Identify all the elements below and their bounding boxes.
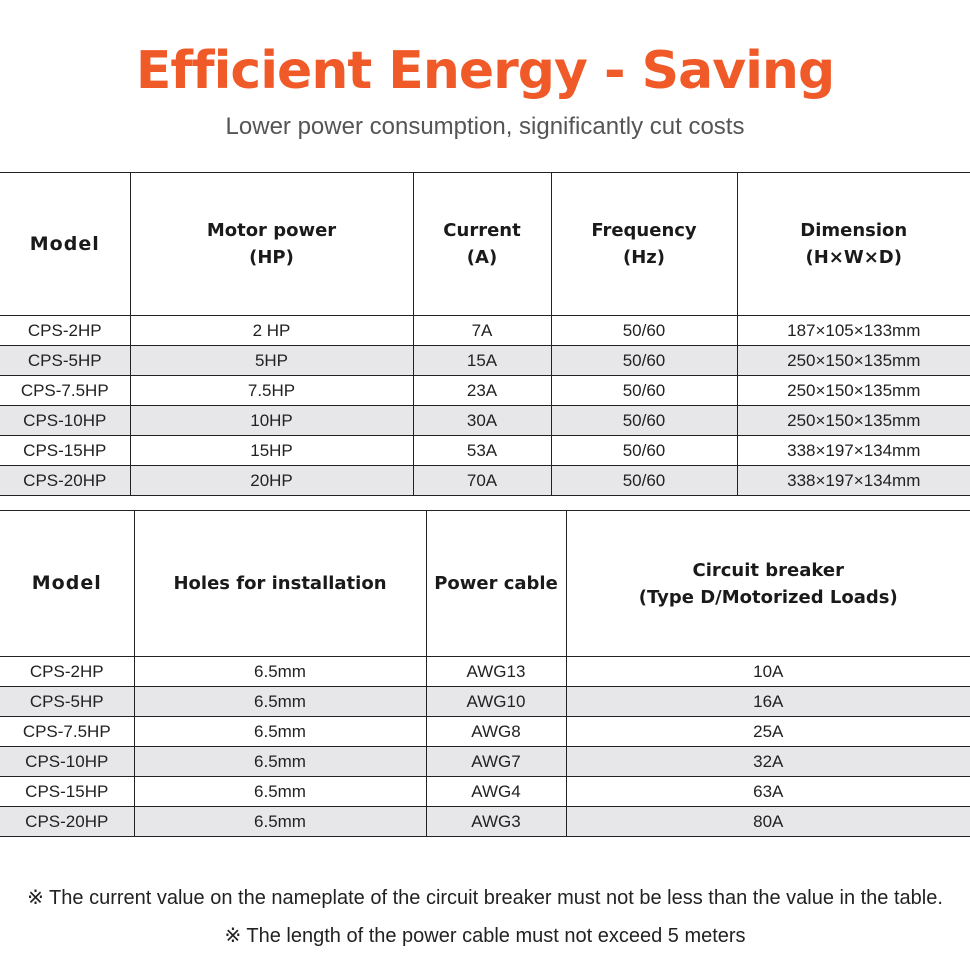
cell-holes: 6.5mm — [133, 776, 427, 807]
cell-holes: 6.5mm — [133, 716, 427, 747]
cell-power-cable: AWG3 — [425, 806, 567, 837]
cell-motor-power: 15HP — [129, 435, 414, 466]
cell-model: CPS-15HP — [0, 435, 131, 466]
table-row: CPS-5HP 5HP 15A 50/60 250×150×135mm — [0, 345, 970, 376]
cell-model: CPS-20HP — [0, 806, 135, 837]
table-row: CPS-5HP 6.5mm AWG10 16A — [0, 686, 970, 717]
cell-motor-power: 2 HP — [129, 315, 414, 346]
header-frequency: Frequency (Hz) — [550, 172, 738, 316]
header-current: Current (A) — [412, 172, 552, 316]
page-subtitle: Lower power consumption, significantly c… — [225, 113, 745, 140]
cell-circuit-breaker: 63A — [565, 776, 970, 807]
table-row: CPS-2HP 2 HP 7A 50/60 187×105×133mm — [0, 315, 970, 346]
footnote-circuit-breaker: ※ The current value on the nameplate of … — [27, 887, 943, 909]
cell-dimension: 338×197×134mm — [736, 435, 970, 466]
cell-model: CPS-2HP — [0, 315, 131, 346]
table-row: CPS-2HP 6.5mm AWG13 10A — [0, 656, 970, 687]
cell-model: CPS-2HP — [0, 656, 135, 687]
cell-model: CPS-15HP — [0, 776, 135, 807]
cell-frequency: 50/60 — [550, 465, 738, 496]
header-holes-for-installation: Holes for installation — [133, 510, 427, 657]
cell-dimension: 250×150×135mm — [736, 375, 970, 406]
header-model: Model — [0, 172, 131, 316]
cell-power-cable: AWG13 — [425, 656, 567, 687]
cell-model: CPS-5HP — [0, 345, 131, 376]
cell-circuit-breaker: 32A — [565, 746, 970, 777]
table-row: CPS-15HP 6.5mm AWG4 63A — [0, 776, 970, 807]
table-header-row: Model Motor power (HP) Current (A) Frequen… — [0, 172, 970, 316]
table-row: CPS-20HP 20HP 70A 50/60 338×197×134mm — [0, 465, 970, 496]
header-circuit-breaker: Circuit breaker (Type D/Motorized Loads) — [565, 510, 970, 657]
cell-motor-power: 7.5HP — [129, 375, 414, 406]
cell-holes: 6.5mm — [133, 746, 427, 777]
cell-current: 23A — [412, 375, 552, 406]
cell-circuit-breaker: 25A — [565, 716, 970, 747]
cell-dimension: 338×197×134mm — [736, 465, 970, 496]
cell-circuit-breaker: 10A — [565, 656, 970, 687]
cell-power-cable: AWG8 — [425, 716, 567, 747]
table-row: CPS-20HP 6.5mm AWG3 80A — [0, 806, 970, 837]
cell-motor-power: 10HP — [129, 405, 414, 436]
cell-current: 7A — [412, 315, 552, 346]
cell-power-cable: AWG4 — [425, 776, 567, 807]
cell-dimension: 187×105×133mm — [736, 315, 970, 346]
table-row: CPS-15HP 15HP 53A 50/60 338×197×134mm — [0, 435, 970, 466]
cell-model: CPS-10HP — [0, 746, 135, 777]
cell-motor-power: 5HP — [129, 345, 414, 376]
table-row: CPS-10HP 10HP 30A 50/60 250×150×135mm — [0, 405, 970, 436]
page-title: Efficient Energy - Saving — [135, 41, 835, 101]
cell-circuit-breaker: 16A — [565, 686, 970, 717]
cell-current: 15A — [412, 345, 552, 376]
header-power-cable: Power cable — [425, 510, 567, 657]
cell-model: CPS-7.5HP — [0, 716, 135, 747]
table-header-row: Model Holes for installation Power cable… — [0, 510, 970, 657]
cell-model: CPS-7.5HP — [0, 375, 131, 406]
cell-holes: 6.5mm — [133, 656, 427, 687]
cell-power-cable: AWG10 — [425, 686, 567, 717]
header-model: Model — [0, 510, 135, 657]
cell-model: CPS-5HP — [0, 686, 135, 717]
cell-holes: 6.5mm — [133, 686, 427, 717]
footnote-power-cable: ※ The length of the power cable must not… — [224, 925, 746, 947]
table-row: CPS-7.5HP 6.5mm AWG8 25A — [0, 716, 970, 747]
cell-holes: 6.5mm — [133, 806, 427, 837]
cell-motor-power: 20HP — [129, 465, 414, 496]
installation-specs-table: Model Holes for installation Power cable… — [0, 510, 970, 837]
header-motor-power: Motor power (HP) — [129, 172, 414, 316]
electrical-specs-table: Model Motor power (HP) Current (A) Frequen… — [0, 172, 970, 496]
cell-current: 70A — [412, 465, 552, 496]
cell-power-cable: AWG7 — [425, 746, 567, 777]
cell-current: 30A — [412, 405, 552, 436]
cell-model: CPS-10HP — [0, 405, 131, 436]
cell-circuit-breaker: 80A — [565, 806, 970, 837]
cell-frequency: 50/60 — [550, 405, 738, 436]
cell-current: 53A — [412, 435, 552, 466]
cell-dimension: 250×150×135mm — [736, 345, 970, 376]
cell-frequency: 50/60 — [550, 375, 738, 406]
table-row: CPS-10HP 6.5mm AWG7 32A — [0, 746, 970, 777]
cell-model: CPS-20HP — [0, 465, 131, 496]
cell-frequency: 50/60 — [550, 345, 738, 376]
cell-frequency: 50/60 — [550, 315, 738, 346]
cell-frequency: 50/60 — [550, 435, 738, 466]
cell-dimension: 250×150×135mm — [736, 405, 970, 436]
table-row: CPS-7.5HP 7.5HP 23A 50/60 250×150×135mm — [0, 375, 970, 406]
header-dimension: Dimension (H×W×D) — [736, 172, 970, 316]
